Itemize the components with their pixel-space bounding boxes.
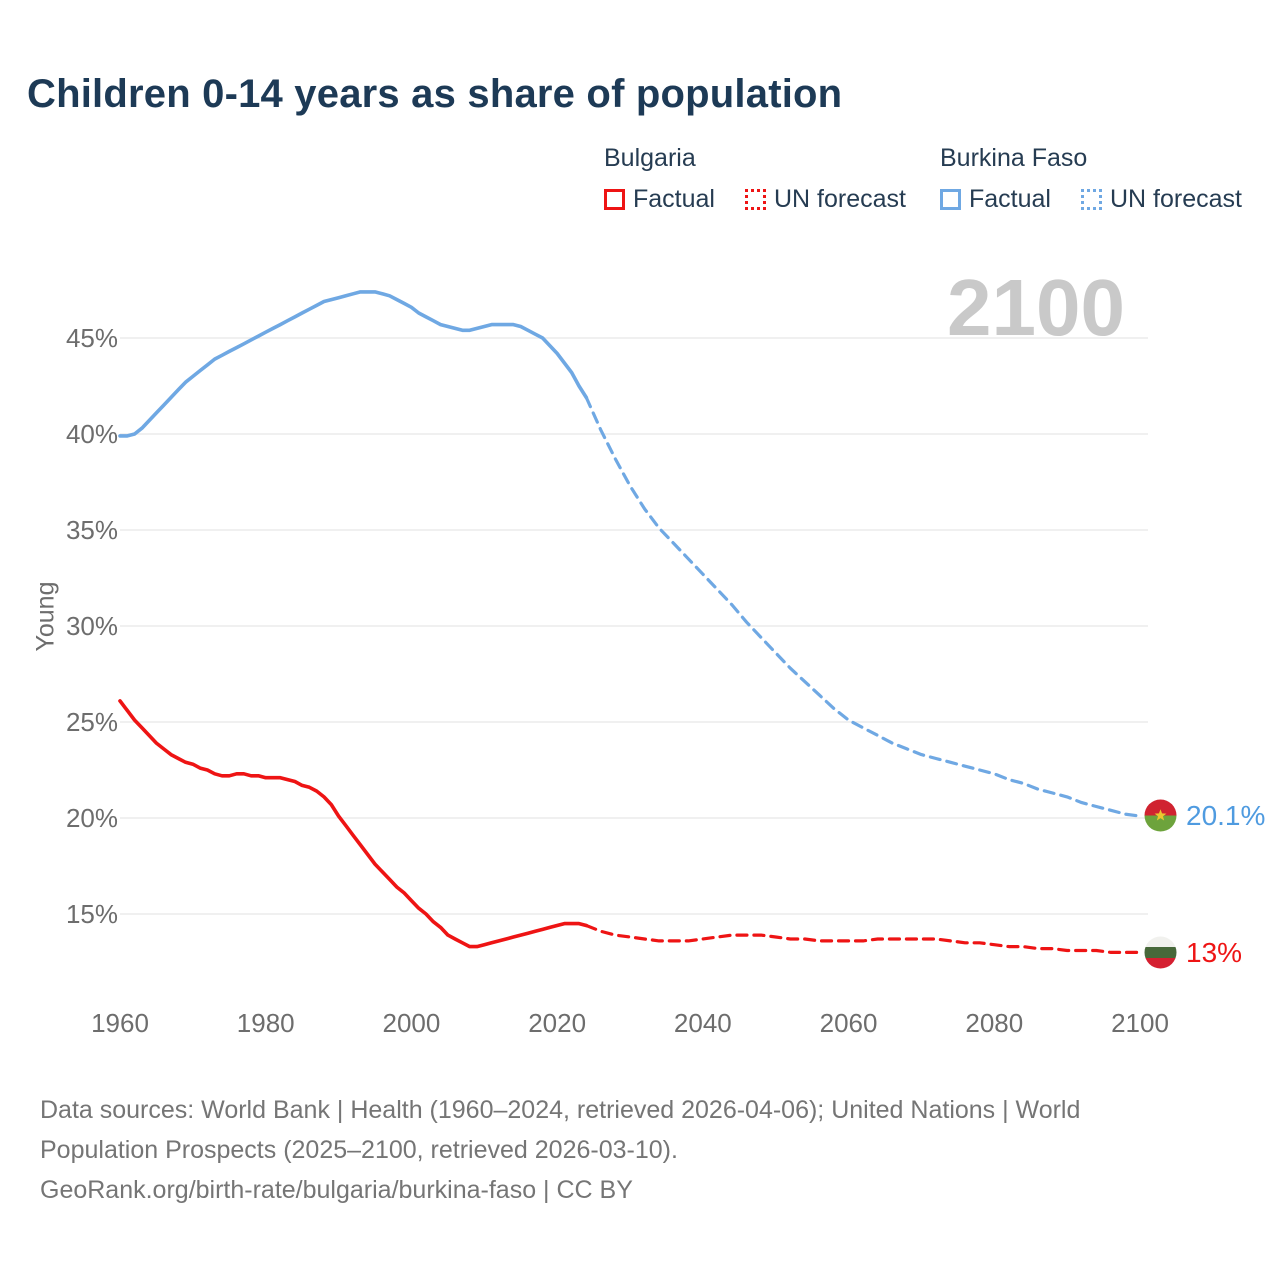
x-tick-label: 1980: [236, 1008, 295, 1038]
legend-item-label: UN forecast: [773, 185, 906, 213]
data-sources-line: Data sources: World Bank | Health (1960–…: [40, 1096, 1081, 1124]
watermark-year: 2100: [947, 263, 1125, 352]
y-tick-label: 20%: [65, 803, 118, 833]
y-tick-label: 30%: [65, 611, 118, 641]
y-tick-label: 25%: [65, 707, 118, 737]
legend-item-burkina-factual: Factual: [940, 185, 1051, 214]
x-tick-label: 2000: [382, 1008, 441, 1038]
x-tick-label: 2040: [673, 1008, 732, 1038]
footer-attribution: Data sources: World Bank | Health (1960–…: [40, 1090, 1170, 1210]
bulgaria-un-forecast-line: [584, 923, 1142, 955]
legend-item-label: UN forecast: [1109, 185, 1242, 213]
source-url-line: GeoRank.org/birth-rate/bulgaria/burkina-…: [40, 1176, 633, 1204]
burkina-faso-un-forecast-line: [584, 395, 1142, 818]
x-tick-label: 2080: [965, 1008, 1024, 1038]
legend-item-burkina-forecast: UN forecast: [1080, 185, 1242, 214]
dotted-line-swatch-icon: [1080, 189, 1102, 210]
burkina-faso-factual-line: [118, 290, 589, 438]
x-tick-label: 2100: [1111, 1008, 1169, 1038]
dotted-line-swatch-icon: [744, 189, 766, 210]
solid-line-swatch-icon: [604, 189, 625, 210]
bulgaria-flag-icon: [1144, 936, 1177, 969]
legend-group-bulgaria: Bulgaria Factual UN forecast: [604, 144, 906, 214]
legend-group-burkina-faso: Burkina Faso Factual UN forecast: [940, 144, 1242, 214]
legend-group-title: Bulgaria: [604, 144, 696, 172]
legend-item-label: Factual: [633, 185, 715, 213]
legend-item-label: Factual: [969, 185, 1051, 213]
legend-item-bulgaria-factual: Factual: [604, 185, 715, 214]
y-tick-label: 15%: [65, 899, 118, 929]
y-tick-label: 40%: [65, 419, 118, 449]
solid-line-swatch-icon: [940, 189, 961, 210]
legend-row: Factual UN forecast: [940, 185, 1242, 214]
page-title: Children 0-14 years as share of populati…: [27, 72, 843, 116]
legend-group-title: Burkina Faso: [940, 144, 1088, 172]
x-tick-label: 2060: [819, 1008, 878, 1038]
bulgaria-end-value: 13%: [1186, 937, 1243, 968]
burkina-faso-end-value: 20.1%: [1186, 800, 1266, 831]
legend-row: Factual UN forecast: [604, 185, 906, 214]
x-tick-label: 2020: [528, 1008, 587, 1038]
y-tick-label: 45%: [65, 323, 118, 353]
data-sources-line: Population Prospects (2025–2100, retriev…: [40, 1136, 678, 1164]
x-tick-label: 1960: [91, 1008, 149, 1038]
legend-item-bulgaria-forecast: UN forecast: [744, 185, 906, 214]
burkina-faso-flag-icon: [1144, 799, 1177, 832]
y-tick-label: 35%: [65, 515, 118, 545]
bulgaria-factual-line: [118, 699, 589, 949]
